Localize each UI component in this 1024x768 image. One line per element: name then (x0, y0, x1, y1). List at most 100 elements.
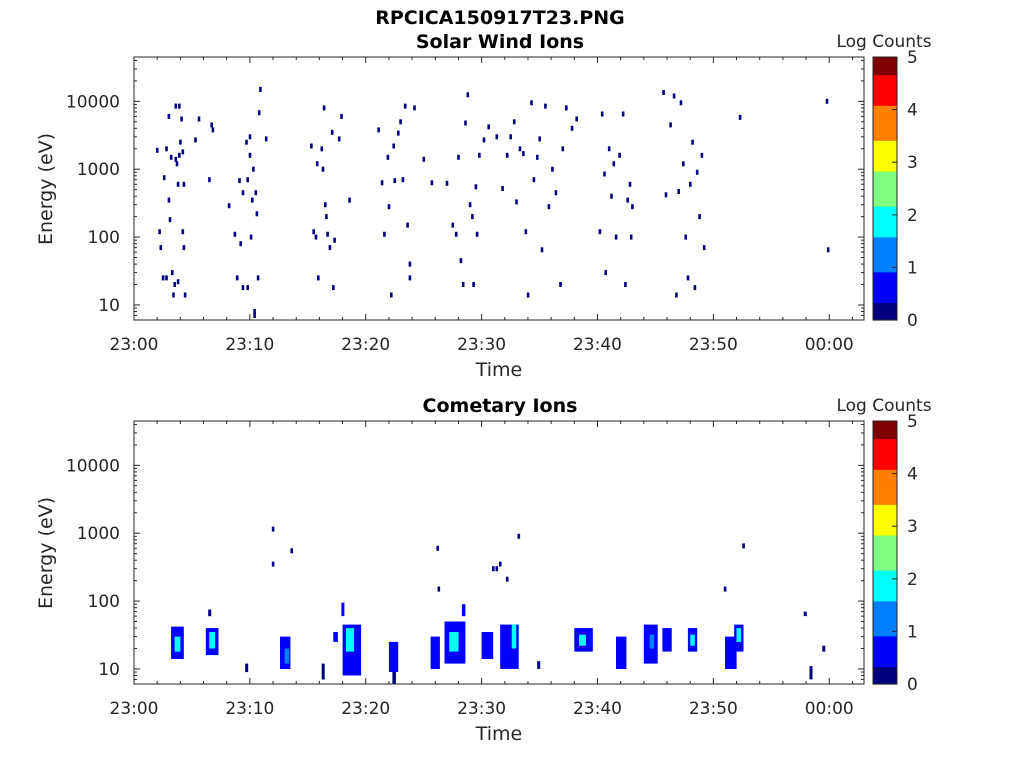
data-point (256, 275, 260, 281)
data-point (248, 134, 252, 140)
data-point (461, 282, 465, 287)
data-point (499, 561, 502, 567)
data-cell (388, 641, 399, 672)
colorbar-segment (873, 605, 897, 611)
y-tick-label: 1000 (77, 524, 120, 544)
data-point (317, 275, 320, 281)
data-point (742, 543, 745, 549)
colorbar-segment (873, 530, 897, 536)
colorbar-segment (873, 679, 897, 685)
colorbar-tick-label: 3 (907, 517, 918, 537)
data-point (693, 285, 697, 291)
data-point (328, 245, 332, 251)
colorbar-segment (873, 65, 897, 71)
colorbar-segment (873, 451, 897, 457)
colorbar-segment (873, 87, 897, 93)
solar-wind-panel: Solar Wind Ions Log Counts Time Energy (… (35, 31, 932, 381)
data-point (386, 154, 390, 160)
colorbar-segment (873, 61, 897, 67)
data-point (487, 124, 490, 130)
data-point (482, 137, 486, 143)
y-axis-label: Energy (eV) (35, 497, 57, 609)
colorbar-segment (873, 653, 897, 659)
data-cell (537, 661, 541, 669)
data-point (570, 125, 574, 131)
colorbar-segment (873, 565, 897, 571)
data-point (176, 181, 180, 187)
data-point (492, 566, 495, 572)
data-point (509, 134, 512, 140)
data-point (614, 234, 618, 240)
colorbar-segment (873, 495, 897, 501)
colorbar-segment (873, 227, 897, 233)
data-point (167, 113, 171, 119)
colorbar-segment (873, 499, 897, 505)
data-point (551, 166, 554, 172)
data-point (478, 152, 481, 158)
data-cell (449, 632, 459, 652)
data-point (271, 561, 275, 567)
colorbar-segment (873, 249, 897, 255)
data-cell (392, 672, 396, 684)
data-point (826, 247, 830, 253)
colorbar-segment (873, 609, 897, 615)
colorbar-segment (873, 618, 897, 624)
data-point (348, 197, 351, 203)
colorbar-segment (873, 469, 897, 475)
colorbar-segment (873, 179, 897, 185)
colorbar-segment (873, 78, 897, 84)
data-point (337, 136, 341, 142)
data-point (324, 202, 327, 208)
colorbar-segment (873, 434, 897, 440)
data-point (173, 282, 176, 287)
colorbar-segment (873, 548, 897, 554)
data-cell (341, 602, 345, 617)
data-point (468, 202, 472, 208)
x-tick-label: 23:40 (573, 335, 622, 355)
colorbar-segment (873, 486, 897, 492)
colorbar-segment (873, 122, 897, 128)
data-point (290, 548, 293, 554)
data-point (175, 161, 179, 167)
data-point (664, 192, 668, 198)
colorbar-segment (873, 57, 897, 62)
data-point (430, 180, 434, 186)
colorbar-segment (873, 447, 897, 453)
colorbar-segment (873, 162, 897, 168)
data-cell (461, 604, 466, 617)
data-point (397, 130, 400, 136)
data-cell (346, 628, 355, 652)
x-tick-label: 23:20 (341, 335, 390, 355)
colorbar-segment (873, 561, 897, 567)
data-point (689, 181, 692, 187)
data-point (695, 169, 699, 175)
data-point (686, 275, 690, 281)
colorbar-segment (873, 232, 897, 238)
data-point (561, 146, 565, 152)
colorbar-segment (873, 596, 897, 602)
colorbar-segment (873, 666, 897, 672)
data-point (505, 152, 509, 158)
colorbar-segment (873, 276, 897, 282)
colorbar-segment (873, 622, 897, 628)
colorbar-tick-label: 1 (907, 622, 918, 642)
data-point (257, 110, 261, 116)
panel-title: Cometary Ions (423, 395, 578, 417)
data-point (208, 177, 211, 183)
data-point (700, 152, 704, 158)
data-point (322, 105, 326, 111)
data-point (457, 154, 460, 160)
colorbar-segment (873, 210, 897, 216)
data-cell (430, 636, 440, 669)
colorbar-segment (873, 473, 897, 479)
colorbar-segment (873, 131, 897, 137)
colorbar-segment (873, 662, 897, 668)
colorbar-segment (873, 583, 897, 589)
colorbar-segment (873, 517, 897, 523)
colorbar-segment (873, 315, 897, 321)
colorbar-segment (873, 219, 897, 225)
data-point (399, 119, 402, 125)
data-point (610, 193, 613, 199)
colorbar-segment (873, 587, 897, 593)
data-point (612, 161, 616, 167)
